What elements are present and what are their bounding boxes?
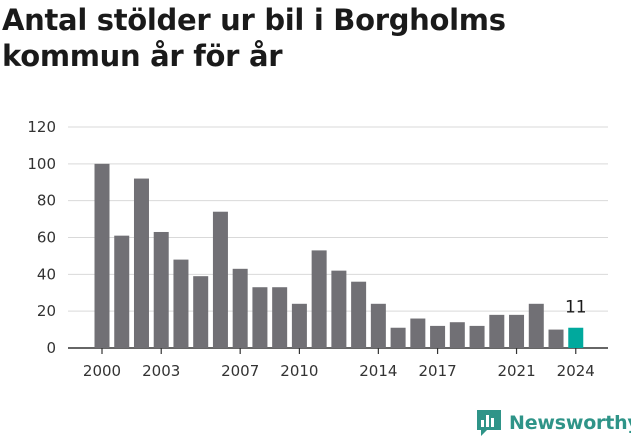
newsworthy-logo: Newsworthy	[476, 406, 631, 440]
x-tick-label: 2014	[359, 362, 397, 380]
y-tick-label: 80	[37, 192, 56, 210]
bars	[94, 163, 584, 348]
y-tick-label: 20	[37, 302, 56, 320]
x-tick-label: 2024	[557, 362, 595, 380]
y-axis-ticks: 0 20 40 60 80 100 120	[27, 118, 56, 357]
x-tick-label: 2000	[83, 362, 121, 380]
y-tick-label: 100	[27, 155, 56, 173]
y-tick-label: 40	[37, 265, 56, 283]
bar-2011	[311, 250, 327, 348]
x-tick-label: 2003	[142, 362, 180, 380]
bar-2004	[173, 259, 189, 348]
x-tick-label: 2021	[497, 362, 535, 380]
bar-2006	[212, 211, 228, 348]
bar-2015	[390, 327, 406, 348]
x-tick-label: 2007	[221, 362, 259, 380]
y-tick-label: 60	[37, 229, 56, 247]
bar-2021	[509, 314, 525, 348]
bar-2008	[252, 287, 268, 348]
x-tick-label: 2017	[418, 362, 456, 380]
bar-2002	[133, 178, 149, 348]
bar-2019	[469, 325, 485, 348]
bar-2001	[114, 235, 130, 348]
bar-2013	[351, 281, 367, 348]
bar-2012	[331, 270, 347, 348]
bar-2017	[430, 325, 446, 348]
bar-2023	[548, 329, 564, 348]
bar-2016	[410, 318, 426, 348]
bar-2018	[449, 322, 465, 348]
data-label: 11	[565, 298, 587, 318]
y-tick-label: 0	[46, 339, 56, 357]
bar-2020	[489, 314, 505, 348]
bar-2022	[528, 303, 544, 348]
x-axis-ticks: 2000 2003 2007 2010 2014 2017 2021 2024	[83, 348, 595, 380]
y-tick-label: 120	[27, 118, 56, 136]
data-labels: 11	[565, 298, 587, 318]
brand-name: Newsworthy	[509, 412, 631, 434]
bar-2014	[370, 303, 386, 348]
bar-2024	[568, 327, 584, 348]
chart-title: Antal stölder ur bil i Borgholms kommun …	[2, 3, 506, 73]
bar-2009	[272, 287, 288, 348]
bar-2003	[153, 231, 169, 348]
newsworthy-icon	[477, 410, 501, 436]
bar-2000	[94, 163, 110, 348]
x-tick-label: 2010	[280, 362, 318, 380]
bar-2007	[232, 268, 248, 348]
bar-2005	[193, 276, 209, 348]
bar-2010	[291, 303, 307, 348]
